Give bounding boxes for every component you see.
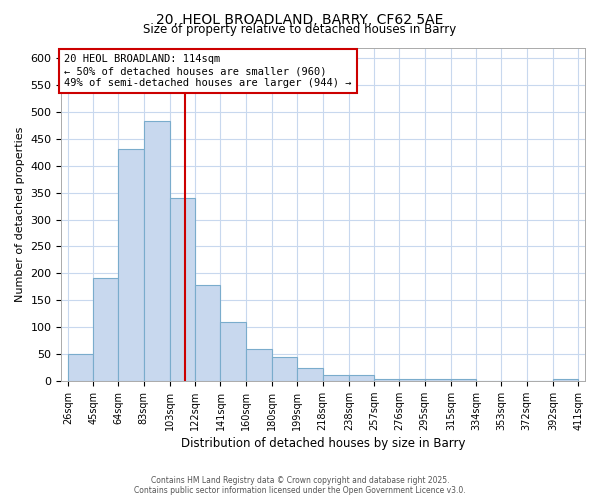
Text: 20, HEOL BROADLAND, BARRY, CF62 5AE: 20, HEOL BROADLAND, BARRY, CF62 5AE xyxy=(157,12,443,26)
Bar xyxy=(400,378,425,381)
Bar xyxy=(170,198,195,381)
Text: Contains HM Land Registry data © Crown copyright and database right 2025.
Contai: Contains HM Land Registry data © Crown c… xyxy=(134,476,466,495)
Bar xyxy=(118,148,143,381)
Bar xyxy=(323,376,349,381)
Bar xyxy=(143,120,170,381)
Bar xyxy=(220,322,245,381)
Bar xyxy=(195,285,220,381)
Bar xyxy=(425,378,451,381)
Bar xyxy=(298,368,323,381)
X-axis label: Distribution of detached houses by size in Barry: Distribution of detached houses by size … xyxy=(181,437,466,450)
Y-axis label: Number of detached properties: Number of detached properties xyxy=(15,126,25,302)
Bar xyxy=(68,354,93,381)
Text: 20 HEOL BROADLAND: 114sqm
← 50% of detached houses are smaller (960)
49% of semi: 20 HEOL BROADLAND: 114sqm ← 50% of detac… xyxy=(64,54,352,88)
Bar xyxy=(245,348,272,381)
Bar xyxy=(553,378,578,381)
Bar xyxy=(451,378,476,381)
Bar xyxy=(272,357,298,381)
Bar xyxy=(349,376,374,381)
Bar xyxy=(93,278,118,381)
Text: Size of property relative to detached houses in Barry: Size of property relative to detached ho… xyxy=(143,22,457,36)
Bar xyxy=(374,378,400,381)
